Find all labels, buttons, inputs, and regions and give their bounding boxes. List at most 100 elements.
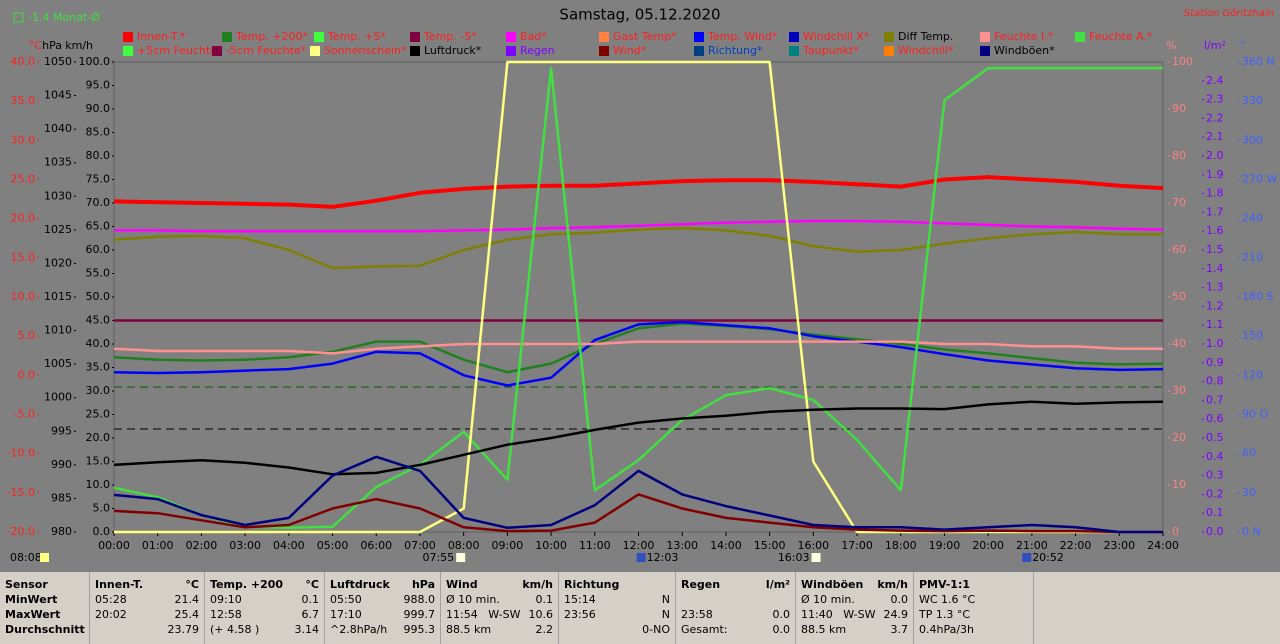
- x-tick-label: 17:00: [841, 539, 873, 552]
- y-tick-label: 360 N: [1242, 55, 1275, 68]
- y-tick-label: 55.0: [86, 267, 111, 280]
- panel-unit: km/h: [522, 578, 553, 591]
- y-tick-label: 1.4: [1206, 262, 1224, 275]
- y-tick-label: 0.6: [1206, 412, 1224, 425]
- y-tick-label: 20: [1172, 431, 1186, 444]
- y-tick-label: 1005: [44, 357, 72, 370]
- axis-unit: km/h: [65, 39, 93, 52]
- stats-cell: 10.6: [528, 608, 554, 621]
- legend-label: Windchill*: [898, 44, 954, 57]
- y-tick-label: 0.1: [1206, 506, 1224, 519]
- panel-unit: °C: [305, 578, 319, 591]
- x-tick-label: 23:00: [1103, 539, 1135, 552]
- series-line: [113, 322, 1164, 374]
- legend-swatch: [310, 46, 320, 56]
- x-tick-label: 18:00: [885, 539, 917, 552]
- event-time: 12:03: [647, 551, 679, 564]
- y-tick-label: 990: [51, 458, 72, 471]
- x-tick-label: 01:00: [142, 539, 174, 552]
- y-tick-label: 95.0: [86, 79, 111, 92]
- legend-label: Temp. +5*: [327, 30, 387, 43]
- stats-cell: 999.7: [403, 608, 436, 621]
- stats-cell: 21.4: [174, 593, 200, 606]
- y-tick-label: 1.2: [1206, 299, 1224, 312]
- legend-swatch: [410, 32, 420, 42]
- stats-cell: 6.7: [301, 608, 320, 621]
- y-tick-label: 60.0: [86, 243, 111, 256]
- y-tick-label: 0.2: [1206, 487, 1224, 500]
- stats-cell: 988.0: [403, 593, 436, 606]
- stats-cell: 17:10: [330, 608, 362, 621]
- x-tick-label: 21:00: [1016, 539, 1048, 552]
- series-line: [113, 455, 1163, 534]
- y-tick-label: 1.1: [1206, 318, 1224, 331]
- series-line: [114, 219, 1164, 233]
- legend-swatch: [212, 46, 222, 56]
- stats-cell: 0.0: [890, 593, 909, 606]
- stats-row: ^2.8hPa/h 995.3: [330, 622, 435, 637]
- y-tick-label: 0.0: [18, 368, 36, 381]
- y-tick-label: -10.0: [7, 447, 35, 460]
- y-tick-label: 1020: [44, 256, 72, 269]
- stats-cell: W-SW: [488, 608, 521, 621]
- y-tick-label: 0.8: [1206, 375, 1224, 388]
- y-tick-label: 1030: [44, 189, 72, 202]
- legend-label: Feuchte A.*: [1089, 30, 1153, 43]
- panel-header: PMV-1:1: [919, 577, 1028, 592]
- stats-cell: 0.0: [772, 608, 791, 621]
- y-tick-label: 30.0: [86, 384, 111, 397]
- row-labels: Sensor MinWert MaxWert Durchschnitt: [0, 572, 90, 644]
- stats-row: 15:14 N: [564, 592, 670, 607]
- y-tick-label: 15.0: [86, 455, 111, 468]
- y-tick-label: 1.9: [1206, 168, 1224, 181]
- series-line: [113, 340, 1163, 355]
- x-tick-label: 11:00: [579, 539, 611, 552]
- legend-swatch: [506, 46, 516, 56]
- legend-label: -5cm Feuchte*: [226, 44, 307, 57]
- series-line: [113, 66, 1163, 530]
- stats-row: 23:58 0.0: [681, 607, 790, 622]
- y-tick-label: 60: [1242, 447, 1256, 460]
- x-tick-label: 16:00: [797, 539, 829, 552]
- x-tick-label: 12:00: [623, 539, 655, 552]
- stats-cell: 15:14: [564, 593, 596, 606]
- x-tick-label: 20:00: [972, 539, 1004, 552]
- stats-cell: 0.0: [772, 623, 791, 636]
- stats-cell: Ø 10 min.: [446, 593, 500, 606]
- legend-label: Bad*: [520, 30, 547, 43]
- stats-row: (+ 4.58 ) 3.14: [210, 622, 319, 637]
- y-tick-label: 1.7: [1206, 205, 1224, 218]
- row-label: MinWert: [5, 593, 58, 606]
- stats-cell: 995.3: [403, 623, 436, 636]
- legend-label: Windböen*: [994, 44, 1055, 57]
- y-tick-label: 150: [1242, 329, 1263, 342]
- y-tick-label: 1.6: [1206, 224, 1224, 237]
- stats-panel: PMV-1:1 WC 1.6 °C TP 1.3 °C 0.4hPa/3h: [914, 572, 1034, 644]
- stats-cell: 0.1: [301, 593, 320, 606]
- axis-unit: hPa: [42, 39, 62, 52]
- stats-panel: Innen-T. °C 05:28 21.4 20:02 25.4 23.79: [90, 572, 205, 644]
- y-tick-label: 15.0: [11, 251, 36, 264]
- x-tick-label: 19:00: [929, 539, 961, 552]
- y-tick-label: 90: [1172, 102, 1186, 115]
- stats-cell: ^2.8hPa/h: [330, 623, 388, 636]
- y-tick-label: 85.0: [86, 126, 111, 139]
- stats-row: 05:28 21.4: [95, 592, 199, 607]
- y-tick-label: 995: [51, 424, 72, 437]
- series-line: [113, 320, 1164, 387]
- stats-panel: Windböen km/h Ø 10 min. 0.0 11:40 W-SW 24.9 88.…: [796, 572, 914, 644]
- y-tick-label: 40.0: [86, 337, 111, 350]
- stats-panel: Regen l/m² 23:58 0.0 Gesamt: 0.0: [676, 572, 796, 644]
- panel-unit: l/m²: [765, 578, 790, 591]
- y-tick-label: 2.0: [1206, 149, 1224, 162]
- stats-row: 17:10 999.7: [330, 607, 435, 622]
- stats-cell: WC 1.6 °C: [919, 593, 976, 606]
- stats-cell: TP 1.3 °C: [919, 608, 971, 621]
- y-tick-label: 0.7: [1206, 393, 1224, 406]
- series-line: [113, 226, 1163, 270]
- chart: -1.4 Monat-Ø Samstag, 05.12.2020 Station…: [7, 6, 1278, 565]
- y-tick-label: 2.1: [1206, 130, 1224, 143]
- panel-header: Temp. +200 °C: [210, 577, 319, 592]
- axis-unit: l/m²: [1204, 39, 1226, 52]
